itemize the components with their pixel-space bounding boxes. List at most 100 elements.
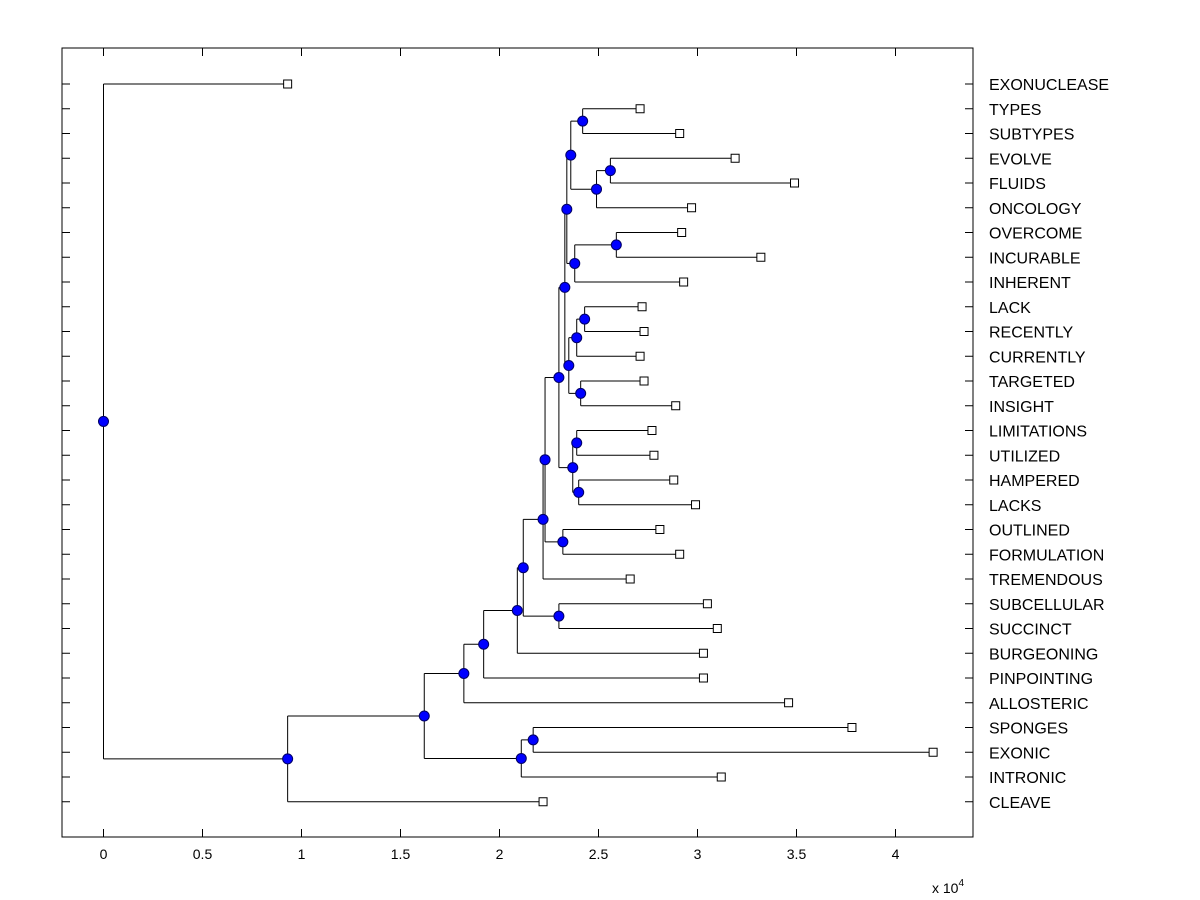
leaf-label: LACKS xyxy=(989,498,1041,515)
leaf-marker xyxy=(677,228,687,237)
leaf-marker xyxy=(698,648,708,658)
plot-frame xyxy=(61,47,974,838)
leaf-label: UTILIZED xyxy=(989,448,1060,465)
leaf-label: ONCOLOGY xyxy=(989,201,1082,218)
leaf-label: EXONUCLEASE xyxy=(989,77,1109,94)
leaf-marker xyxy=(647,426,657,435)
merge-node xyxy=(553,372,565,384)
leaf-marker xyxy=(635,104,645,114)
leaf-marker xyxy=(649,450,659,460)
x-tick-label: 3 xyxy=(694,846,702,862)
leaf-marker xyxy=(655,525,665,534)
x-tick-label: 3.5 xyxy=(787,846,807,862)
x-tick-label: 2.5 xyxy=(589,846,609,862)
merge-node xyxy=(511,604,523,616)
leaf-markers xyxy=(283,79,938,807)
x-axis: 0 0.5 1 1.5 2 2.5 3 3.5 4 xyxy=(100,48,900,862)
merge-nodes xyxy=(98,115,622,765)
leaf-label: INSIGHT xyxy=(989,399,1054,416)
leaf-marker xyxy=(669,475,679,485)
leaf-label: RECENTLY xyxy=(989,325,1073,342)
merge-node xyxy=(573,486,585,498)
merge-node xyxy=(567,462,579,474)
y-ticks xyxy=(62,83,973,803)
merge-node xyxy=(561,203,573,215)
merge-node xyxy=(539,454,551,466)
leaf-label: ALLOSTERIC xyxy=(989,696,1089,713)
x-tick-label: 1.5 xyxy=(391,846,411,862)
leaf-labels: EXONUCLEASE TYPES SUBTYPES EVOLVE FLUIDS ONCO… xyxy=(989,77,1109,812)
leaf-label: SUBCELLULAR xyxy=(989,597,1105,614)
x-tick-label: 2 xyxy=(496,846,504,862)
merge-node xyxy=(563,360,575,372)
merge-node xyxy=(418,710,430,722)
leaf-label: INCURABLE xyxy=(989,250,1081,267)
merge-node xyxy=(282,753,294,765)
merge-node xyxy=(559,281,571,293)
merge-node xyxy=(610,239,622,251)
leaf-label: LACK xyxy=(989,300,1031,317)
merge-node xyxy=(591,183,603,195)
x-tick-label: 0.5 xyxy=(193,846,213,862)
merge-node xyxy=(565,149,577,161)
merge-node xyxy=(569,257,581,269)
merge-node xyxy=(458,667,470,679)
merge-node xyxy=(579,313,591,325)
leaf-label: BURGEONING xyxy=(989,646,1098,663)
leaf-marker xyxy=(679,277,689,287)
leaf-marker xyxy=(675,549,685,559)
leaf-marker xyxy=(691,500,701,510)
merge-node xyxy=(517,562,529,574)
leaf-label: CLEAVE xyxy=(989,795,1051,812)
leaf-marker xyxy=(639,376,649,386)
leaf-marker xyxy=(928,747,938,757)
merge-node xyxy=(577,115,589,127)
leaf-marker xyxy=(712,624,722,633)
leaf-label: FORMULATION xyxy=(989,547,1104,564)
leaf-label: TYPES xyxy=(989,102,1041,119)
leaf-marker xyxy=(639,327,649,336)
leaf-label: PINPOINTING xyxy=(989,671,1093,688)
merge-node xyxy=(557,536,569,548)
leaf-label: TREMENDOUS xyxy=(989,572,1103,589)
leaf-marker xyxy=(702,599,712,609)
leaf-label: TARGETED xyxy=(989,374,1075,391)
leaf-marker xyxy=(847,723,857,732)
leaf-label: HAMPERED xyxy=(989,473,1080,490)
leaf-marker xyxy=(283,79,293,89)
leaf-label: SUBTYPES xyxy=(989,127,1074,144)
merge-node xyxy=(515,752,527,764)
merge-node xyxy=(478,638,490,650)
merge-node xyxy=(553,610,565,622)
leaf-label: OUTLINED xyxy=(989,523,1070,540)
leaf-label: INTRONIC xyxy=(989,770,1066,787)
leaf-marker xyxy=(784,698,794,708)
merge-node xyxy=(571,437,583,449)
x-scale-multiplier: x 104 xyxy=(932,878,964,896)
leaf-marker xyxy=(687,203,697,213)
merge-node xyxy=(571,332,583,344)
leaf-marker xyxy=(637,302,647,312)
leaf-label: SPONGES xyxy=(989,721,1068,738)
dendrogram-links xyxy=(103,83,934,803)
merge-node xyxy=(537,513,549,525)
leaf-label: LIMITATIONS xyxy=(989,424,1087,441)
x-tick-label: 4 xyxy=(892,846,900,862)
x-tick-label: 1 xyxy=(298,846,306,862)
leaf-label: OVERCOME xyxy=(989,226,1082,243)
merge-node xyxy=(604,165,616,177)
leaf-label: SUCCINCT xyxy=(989,622,1072,639)
leaf-marker xyxy=(675,129,685,138)
leaf-marker xyxy=(756,252,766,262)
leaf-marker xyxy=(716,772,726,782)
merge-node xyxy=(98,415,109,427)
leaf-marker xyxy=(698,673,708,683)
merge-node xyxy=(575,387,587,399)
leaf-marker xyxy=(635,351,645,361)
leaf-marker xyxy=(625,574,635,584)
leaf-marker xyxy=(538,797,548,807)
leaf-label: CURRENTLY xyxy=(989,349,1086,366)
merge-node xyxy=(527,734,539,746)
leaf-label: FLUIDS xyxy=(989,176,1046,193)
